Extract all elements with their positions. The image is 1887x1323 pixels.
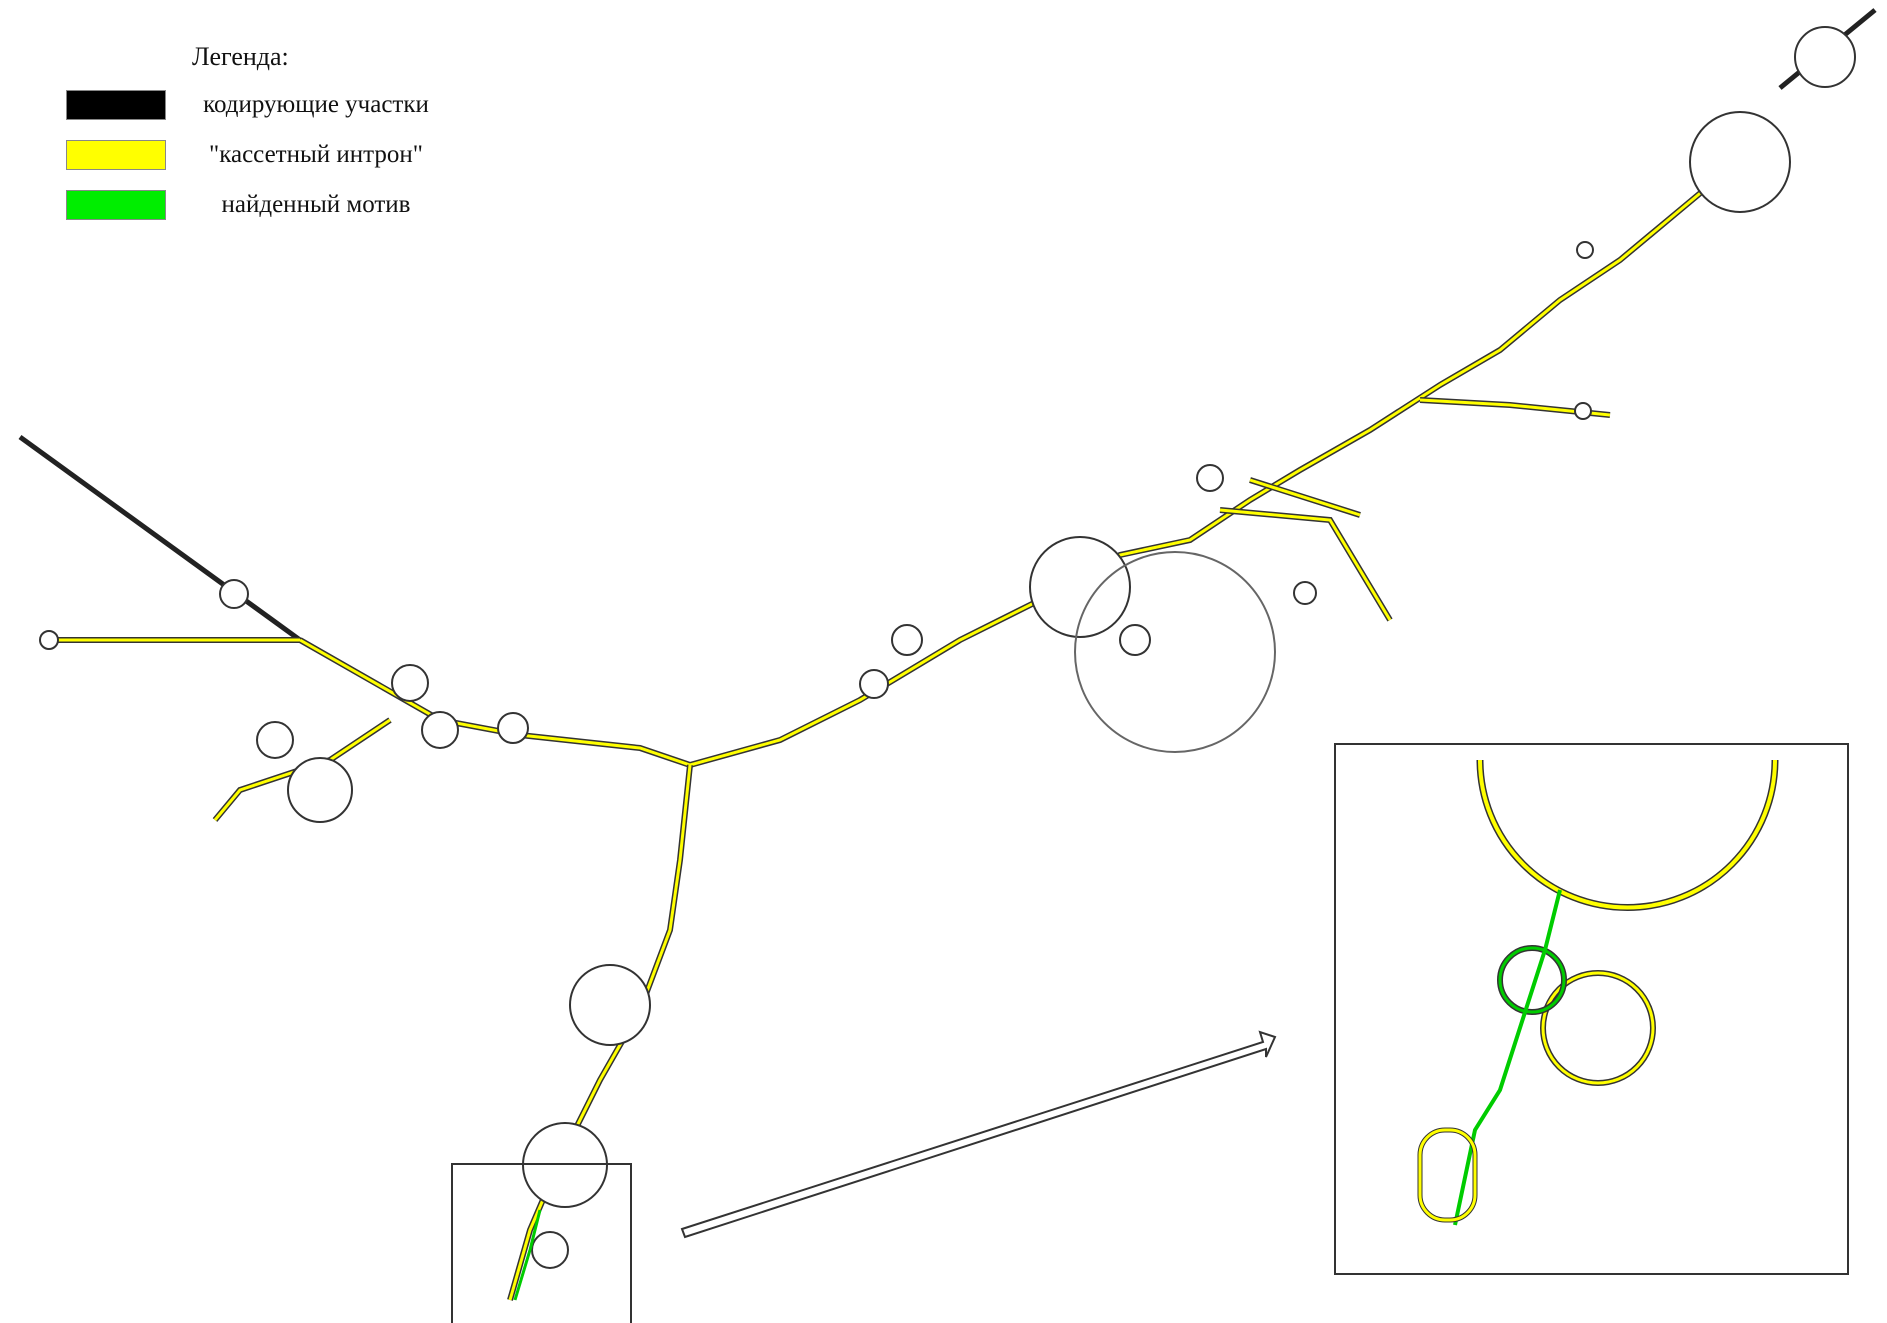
legend-item-coding: кодирующие участки — [66, 90, 466, 122]
structure-loops — [39, 26, 1856, 1269]
zoom-source-box — [451, 1163, 632, 1323]
legend-title: Легенда: — [192, 42, 289, 71]
legend: Легенда: кодирующие участки "кассетный и… — [66, 36, 466, 236]
legend-swatch-intron — [66, 140, 166, 170]
zoom-inset — [1334, 743, 1849, 1275]
zoom-arrow-icon — [680, 1030, 1277, 1239]
legend-label-motif: найденный мотив — [221, 191, 411, 218]
legend-swatch-coding — [66, 90, 166, 120]
legend-label-coding: кодирующие участки — [203, 91, 429, 118]
legend-item-intron: "кассетный интрон" — [66, 140, 466, 172]
intron-backbone — [50, 157, 1742, 1301]
legend-item-motif: найденный мотив — [66, 190, 466, 222]
legend-label-intron: "кассетный интрон" — [209, 141, 423, 168]
legend-swatch-motif — [66, 190, 166, 220]
